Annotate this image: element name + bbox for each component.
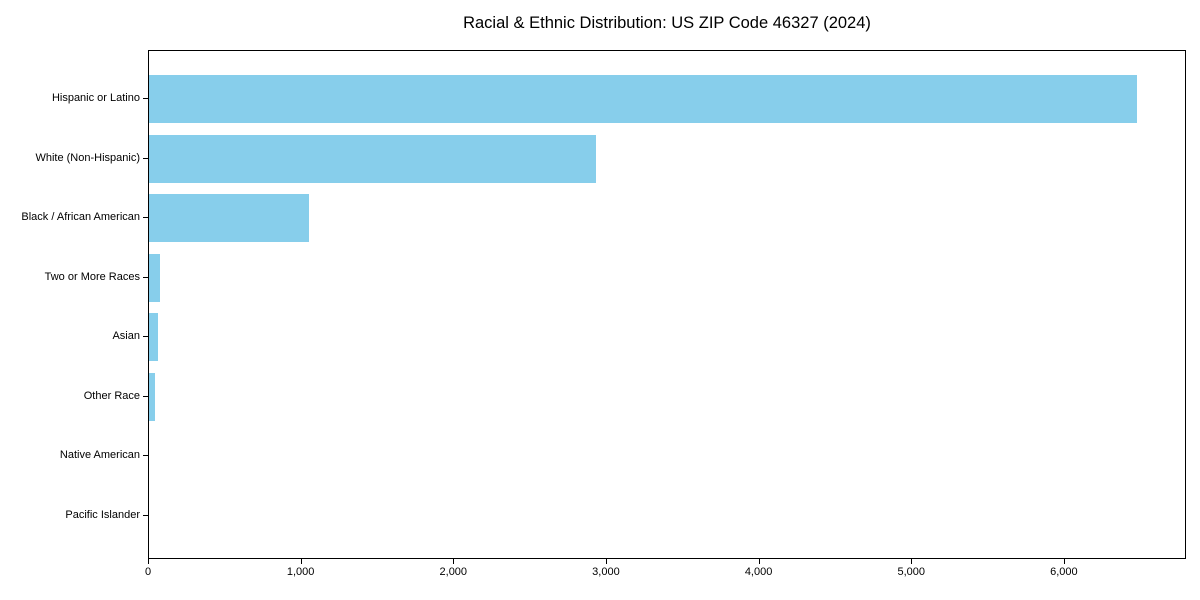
x-tick-label: 2,000 bbox=[439, 566, 468, 578]
y-tick-label-asian: Asian bbox=[112, 330, 140, 342]
x-tick-label: 6,000 bbox=[1050, 566, 1078, 578]
y-tick-mark bbox=[143, 395, 148, 397]
y-tick-label-other-race: Other Race bbox=[83, 389, 140, 402]
y-tick-label-hispanic-or-latino: Hispanic or Latino bbox=[51, 92, 140, 104]
plot-area bbox=[148, 50, 1186, 559]
bar-black-african-american bbox=[149, 194, 309, 242]
x-tick-label: 3,000 bbox=[592, 566, 620, 578]
x-tick-mark bbox=[911, 559, 913, 564]
y-tick-mark bbox=[143, 514, 148, 516]
y-tick-mark bbox=[143, 336, 148, 337]
y-tick-mark bbox=[143, 217, 148, 218]
x-tick-label: 4,000 bbox=[744, 566, 773, 578]
y-tick-mark bbox=[143, 276, 148, 278]
y-tick-label-white-non-hispanic: White (Non-Hispanic) bbox=[35, 151, 140, 164]
y-tick-label-black-african-american: Black / African American bbox=[21, 211, 140, 223]
bar-hispanic-or-latino bbox=[149, 75, 1137, 123]
x-tick-mark bbox=[148, 559, 149, 564]
y-tick-mark bbox=[143, 157, 148, 159]
x-tick-label: 1,000 bbox=[286, 566, 315, 578]
x-tick-mark bbox=[758, 559, 760, 564]
y-tick-label-pacific-islander: Pacific Islander bbox=[65, 508, 140, 521]
x-tick-label: 0 bbox=[144, 566, 152, 578]
y-tick-mark bbox=[143, 98, 148, 99]
x-tick-label: 5,000 bbox=[897, 566, 925, 578]
x-tick-mark bbox=[300, 559, 302, 564]
x-tick-mark bbox=[1063, 559, 1065, 564]
x-tick-mark bbox=[453, 559, 455, 564]
x-tick-mark bbox=[605, 559, 607, 564]
y-tick-mark bbox=[143, 455, 148, 456]
bar-two-or-more-races bbox=[149, 253, 161, 302]
bar-other-race bbox=[149, 372, 155, 421]
y-tick-label-two-or-more-races: Two or More Races bbox=[44, 270, 140, 283]
chart-title: Racial & Ethnic Distribution: US ZIP Cod… bbox=[463, 14, 871, 32]
bar-white-non-hispanic bbox=[149, 134, 597, 183]
bar-asian bbox=[149, 313, 158, 361]
y-tick-label-native-american: Native American bbox=[59, 449, 140, 461]
